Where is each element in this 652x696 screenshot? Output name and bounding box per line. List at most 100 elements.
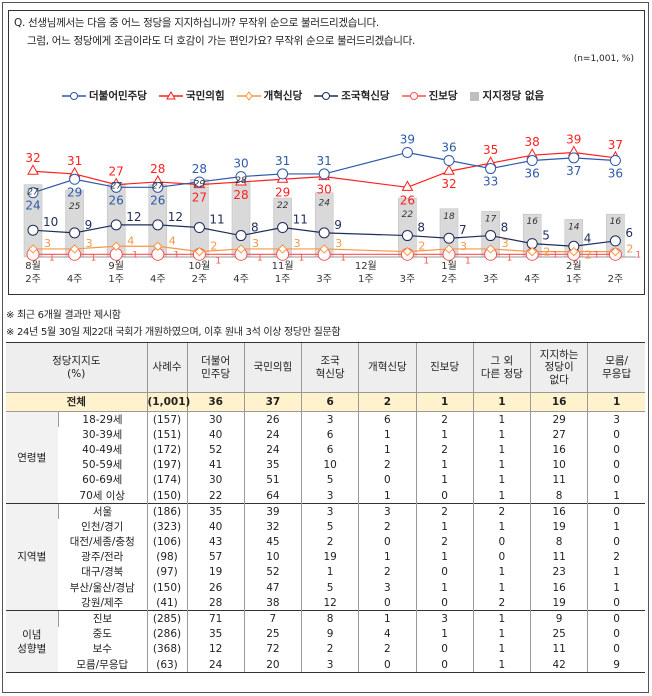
table-cell: 16 [529, 503, 588, 520]
table-cell: 1 [358, 427, 416, 443]
table-cell: 19 [300, 549, 359, 565]
table-cell: 1 [472, 626, 531, 642]
table-cell: 10 [300, 457, 359, 473]
table-cell: 1 [358, 549, 416, 565]
table-cell: 30 [186, 411, 245, 428]
table-cell: (197) [146, 457, 187, 473]
table-cell: 0 [415, 564, 474, 581]
data-label: 30 [317, 183, 332, 197]
data-label: 12 [168, 210, 183, 224]
table-cell: 1 [472, 411, 531, 428]
group-label: 연령별 [6, 411, 58, 504]
series-line-1 [32, 151, 616, 188]
table-cell: 1 [472, 657, 531, 674]
data-label: 1 [132, 250, 138, 260]
table-cell: 3 [300, 657, 359, 674]
marker-diamond [194, 246, 205, 257]
column-header: 더불어 민주당 [186, 342, 245, 393]
table-cell: 6 [358, 411, 416, 428]
marker-diamond [69, 244, 80, 254]
data-label: 3 [502, 237, 509, 250]
table-cell: 2 [358, 564, 416, 581]
data-label: 27 [109, 165, 124, 179]
table-cell: 3 [587, 411, 645, 428]
table-row: 30-39세 (151) 40 24 6 1 1 1 27 0 [6, 427, 645, 443]
legend-item: 조국혁신당 [314, 88, 390, 103]
table-cell: 1 [415, 392, 474, 412]
x-tick-week: 2주 [192, 274, 208, 285]
table-cell: 43 [186, 534, 245, 550]
data-label: 32 [25, 151, 40, 165]
note-2: ※ 24년 5월 30일 제22대 국회가 개원하였으며, 이후 원내 3석 이… [6, 327, 341, 338]
table-cell: (286) [146, 626, 187, 642]
table-cell: 12 [186, 641, 245, 657]
table-cell: 2 [358, 519, 416, 535]
x-tick-week: 2주 [441, 274, 457, 285]
sample-note: (n=1,001, %) [573, 54, 634, 64]
marker-diamond [569, 246, 579, 257]
table-cell: 29 [529, 411, 588, 428]
table-row: 연령별 18-29세 (157) 30 26 3 6 2 1 29 3 [6, 411, 645, 504]
marker-circle [110, 219, 122, 231]
data-label: 1 [215, 256, 221, 266]
column-header: 모름/무응답 [587, 342, 645, 393]
table-cell: 18-29세 [57, 411, 147, 428]
table-row: 대구/경북 (97) 19 52 1 2 0 1 23 1 [6, 564, 645, 581]
table-cell: 1 [587, 564, 645, 581]
marker-circle [568, 152, 580, 164]
table-cell: 0 [415, 487, 474, 504]
marker-circle [27, 224, 39, 236]
table-cell: 2 [415, 503, 474, 520]
column-header: 그 외 다른 정당 [472, 342, 531, 393]
table-cell: 2 [415, 534, 474, 550]
data-label: 6 [625, 226, 633, 240]
marker-diamond [236, 244, 246, 254]
table-cell: 2 [300, 534, 359, 550]
table-cell: 24 [243, 427, 302, 443]
table-cell: 60-69세 [82, 474, 123, 487]
table-row-total: 전체 (1,001) 36 37 6 2 1 1 16 1 [6, 392, 645, 412]
table-cell: 57 [186, 549, 245, 565]
table-cell: 11 [529, 549, 588, 565]
data-label: 5 [542, 229, 550, 243]
marker-circle [609, 155, 621, 167]
table-cell: (106) [146, 534, 187, 550]
table-cell: 9 [587, 657, 645, 674]
legend-item: 더불어민주당 [62, 88, 147, 103]
table-cell: 52 [186, 442, 245, 458]
data-label: 24 [25, 199, 40, 213]
table-row: 대전/세종/충청 (106) 43 45 2 0 2 0 8 0 [6, 534, 645, 550]
x-tick-week: 3주 [400, 274, 416, 285]
table-cell: (150) [146, 487, 187, 504]
x-tick-week: 1주 [108, 274, 124, 285]
note-1: ※ 최근 6개월 결과만 제시함 [6, 310, 121, 321]
table-cell: 전체 [6, 392, 147, 412]
table-cell: 0 [415, 595, 474, 611]
marker-circle [277, 168, 289, 180]
x-tick-month: 9월 [108, 260, 124, 272]
table-row: 중도 (286) 35 25 9 4 1 1 25 0 [6, 626, 645, 642]
data-label: 2 [585, 249, 592, 262]
bar-label: 29 [194, 179, 206, 189]
marker-circle [609, 235, 621, 247]
table-cell: 3 [358, 503, 416, 520]
data-label: 31 [275, 154, 290, 168]
legend-item: 개혁신당 [236, 88, 302, 103]
table-cell: 8 [529, 487, 588, 504]
table-cell: 64 [243, 487, 302, 504]
column-header: 국민의힘 [243, 342, 302, 393]
table-cell: 45 [243, 534, 302, 550]
marker-triangle [27, 164, 39, 175]
table-cell: 40 [186, 519, 245, 535]
table-cell: 1 [415, 427, 474, 443]
column-header: 사례수 [146, 342, 187, 393]
marker-circle [318, 168, 330, 180]
data-label: 2 [626, 243, 633, 256]
table-cell: 0 [587, 610, 645, 627]
table-cell: 0 [587, 472, 645, 488]
table-cell: 중도 [92, 628, 112, 641]
bar-label: 22 [402, 210, 414, 220]
table-cell: 40 [186, 427, 245, 443]
column-header: 진보당 [415, 342, 474, 393]
